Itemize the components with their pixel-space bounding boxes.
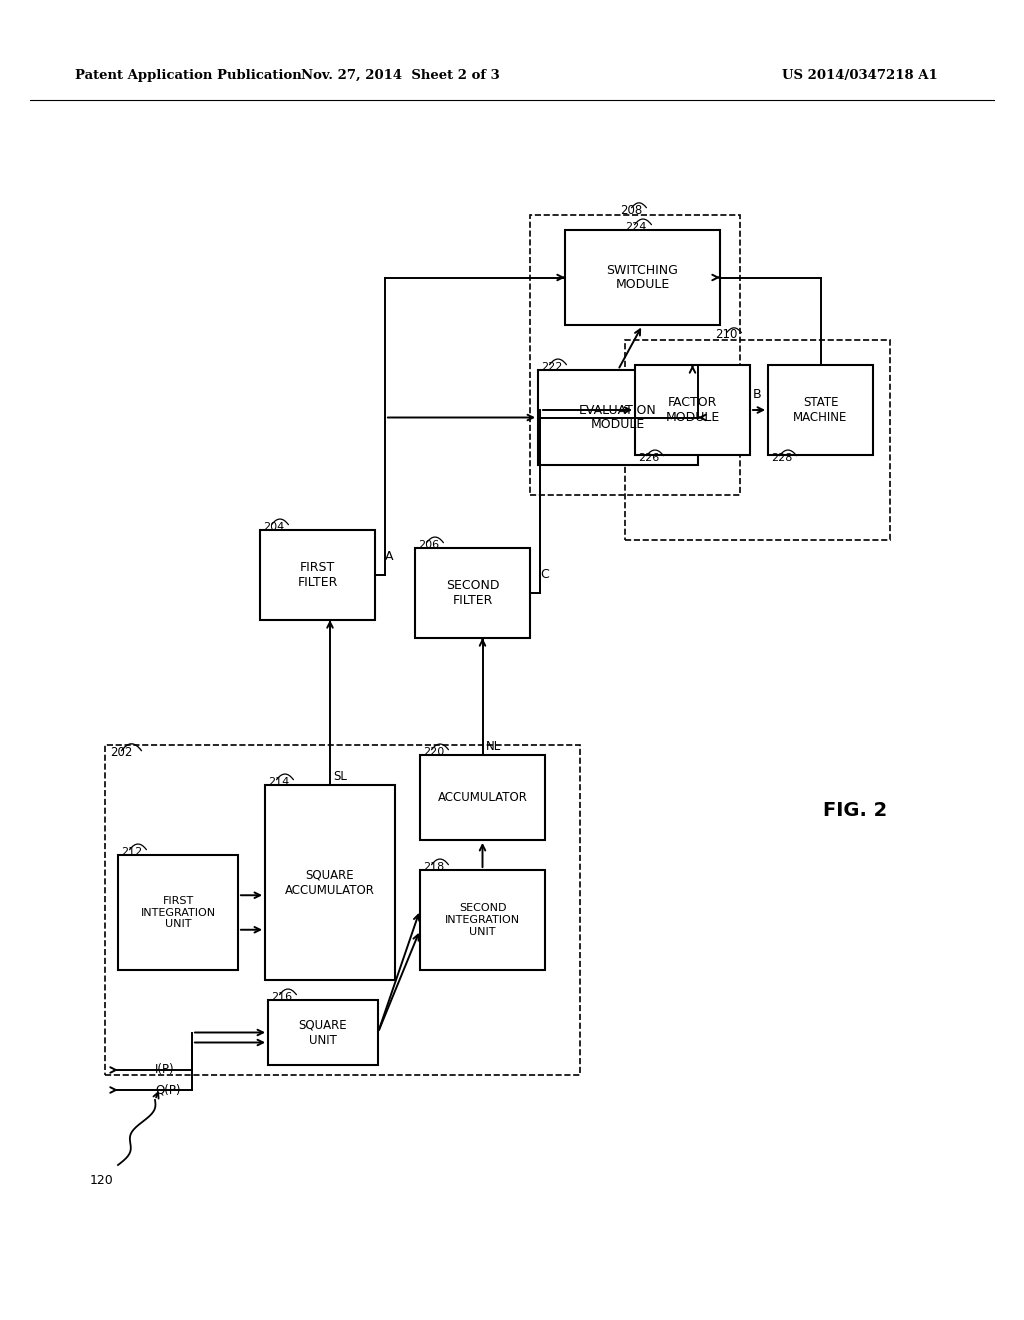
Text: NL: NL [485, 741, 501, 754]
Text: 212: 212 [121, 847, 142, 857]
Text: 214: 214 [268, 777, 289, 787]
Text: SWITCHING
MODULE: SWITCHING MODULE [606, 264, 679, 292]
Text: B: B [753, 388, 762, 401]
Text: SQUARE
ACCUMULATOR: SQUARE ACCUMULATOR [285, 869, 375, 896]
Text: US 2014/0347218 A1: US 2014/0347218 A1 [782, 69, 938, 82]
Bar [265, 785, 395, 979]
Text: SQUARE
UNIT: SQUARE UNIT [299, 1019, 347, 1047]
Text: Q(P): Q(P) [155, 1084, 180, 1097]
Text: 204: 204 [263, 521, 285, 532]
Bar [118, 855, 238, 970]
Text: 220: 220 [423, 747, 444, 756]
Text: 226: 226 [638, 453, 659, 463]
Text: SL: SL [333, 771, 347, 784]
Bar [635, 366, 750, 455]
Text: 208: 208 [620, 203, 642, 216]
Bar [268, 1001, 378, 1065]
Text: I(P): I(P) [155, 1064, 175, 1077]
Text: Nov. 27, 2014  Sheet 2 of 3: Nov. 27, 2014 Sheet 2 of 3 [301, 69, 500, 82]
Bar [420, 870, 545, 970]
Bar [530, 215, 740, 495]
Text: FACTOR
MODULE: FACTOR MODULE [666, 396, 720, 424]
Bar [538, 370, 698, 465]
Bar [415, 548, 530, 638]
Text: FIRST
INTEGRATION
UNIT: FIRST INTEGRATION UNIT [140, 896, 216, 929]
Text: C: C [540, 569, 549, 582]
Bar [565, 230, 720, 325]
Text: SECOND
INTEGRATION
UNIT: SECOND INTEGRATION UNIT [445, 903, 520, 937]
Text: 216: 216 [271, 993, 292, 1002]
Bar [768, 366, 873, 455]
Text: 224: 224 [625, 222, 646, 232]
Bar [105, 744, 580, 1074]
Text: FIRST
FILTER: FIRST FILTER [297, 561, 338, 589]
Text: FIG. 2: FIG. 2 [823, 800, 887, 820]
Text: 210: 210 [715, 329, 737, 342]
Text: 218: 218 [423, 862, 444, 873]
Bar [625, 341, 890, 540]
Text: 120: 120 [90, 1173, 114, 1187]
Text: 222: 222 [541, 362, 562, 372]
Text: Patent Application Publication: Patent Application Publication [75, 69, 302, 82]
Text: STATE
MACHINE: STATE MACHINE [794, 396, 848, 424]
Text: 228: 228 [771, 453, 793, 463]
Text: 202: 202 [110, 747, 132, 759]
Text: SECOND
FILTER: SECOND FILTER [445, 579, 500, 607]
Bar [420, 755, 545, 840]
Bar [260, 531, 375, 620]
Text: EVALUATION
MODULE: EVALUATION MODULE [580, 404, 656, 432]
Text: A: A [385, 550, 393, 564]
Text: 206: 206 [418, 540, 439, 550]
Text: ACCUMULATOR: ACCUMULATOR [437, 791, 527, 804]
